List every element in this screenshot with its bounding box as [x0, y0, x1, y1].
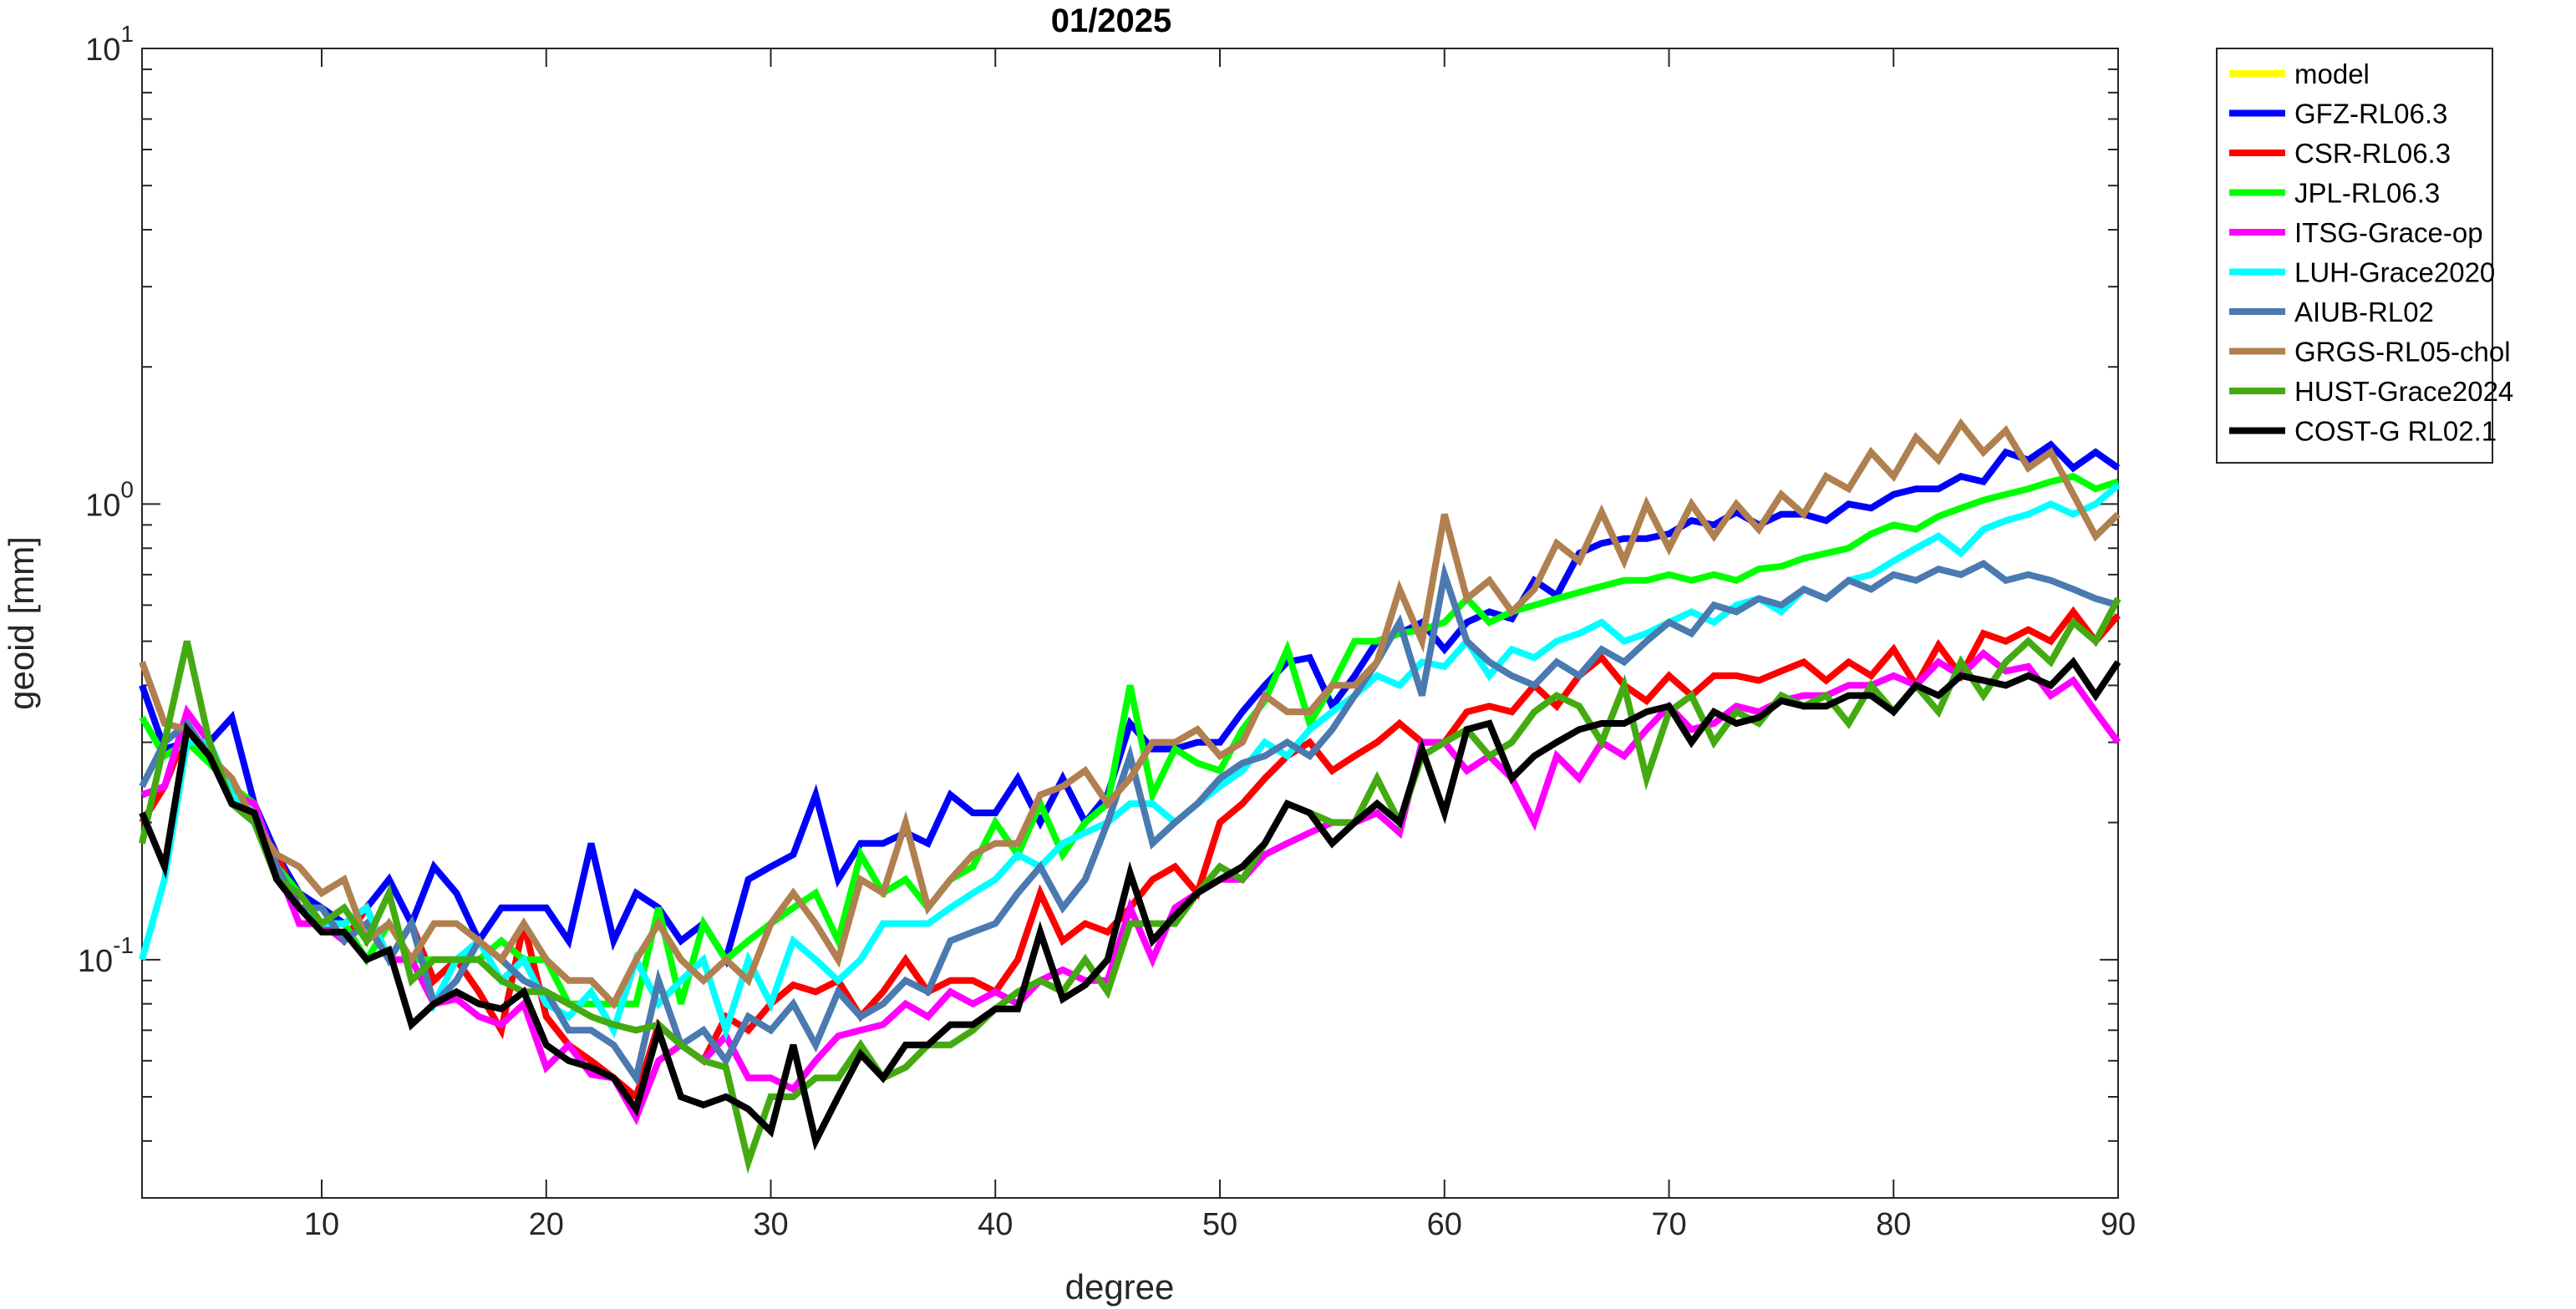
series-lines — [139, 418, 2121, 1175]
legend-label-grgs-rl05-chol: GRGS-RL05-chol — [2294, 337, 2511, 368]
chart-title: 01/2025 — [1051, 3, 1172, 39]
x-tick-label: 30 — [753, 1207, 788, 1242]
x-axis-label: degree — [1065, 1267, 1175, 1306]
x-tick-label: 50 — [1202, 1207, 1237, 1242]
series-line-luh-grace2020 — [139, 482, 2121, 1042]
legend-label-jpl-rl06-3: JPL-RL06.3 — [2294, 178, 2440, 209]
legend-label-gfz-rl06-3: GFZ-RL06.3 — [2294, 99, 2447, 129]
legend-label-itsg-grace-op: ITSG-Grace-op — [2294, 217, 2483, 248]
y-tick-label: 10-1 — [78, 932, 134, 979]
x-tick-label: 90 — [2101, 1207, 2136, 1242]
legend-label-hust-grace2024: HUST-Grace2024 — [2294, 376, 2513, 407]
series-line-hust-grace2024 — [139, 596, 2121, 1175]
y-tick-label: 100 — [85, 476, 134, 523]
x-tick-label: 60 — [1427, 1207, 1462, 1242]
y-axis-label: geoid [mm] — [2, 536, 41, 710]
legend-label-csr-rl06-3: CSR-RL06.3 — [2294, 138, 2451, 169]
plot-area — [141, 48, 2119, 1199]
y-tick-label-exponent: 0 — [120, 476, 134, 502]
x-tick-label: 10 — [304, 1207, 339, 1242]
legend: model GFZ-RL06.3 CSR-RL06.3 JPL-RL06.3 ITSG-… — [2216, 48, 2513, 464]
series-line-cost-g-rl02-1 — [139, 657, 2121, 1151]
legend-label-aiub-rl02: AIUB-RL02 — [2294, 297, 2434, 327]
series-line-grgs-rl05-chol — [139, 418, 2121, 1010]
x-tick-label: 40 — [978, 1207, 1013, 1242]
legend-label-luh-grace2020: LUH-Grace2020 — [2294, 257, 2495, 288]
y-tick-label-base: 10 — [85, 33, 120, 68]
legend-label-model: model — [2294, 58, 2370, 89]
series-line-gfz-rl06-3 — [139, 440, 2121, 968]
y-tick-label-exponent: 1 — [120, 21, 134, 47]
x-tick-label: 20 — [529, 1207, 564, 1242]
x-tick-label: 70 — [1651, 1207, 1686, 1242]
y-tick-label-base: 10 — [78, 944, 113, 979]
series-line-aiub-rl02 — [139, 560, 2120, 1087]
y-tick-label-base: 10 — [85, 488, 120, 523]
y-tick-label-exponent: -1 — [113, 932, 134, 958]
y-tick-label: 101 — [85, 21, 134, 68]
x-tick-label: 80 — [1876, 1207, 1911, 1242]
legend-label-cost-g-rl02-1: COST-G RL02.1 — [2294, 416, 2497, 447]
